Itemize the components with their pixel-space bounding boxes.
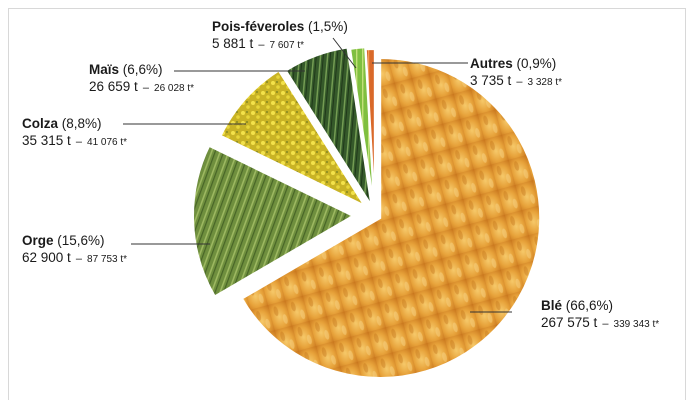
slice-name: Orge xyxy=(22,233,54,248)
separator: – xyxy=(139,82,153,94)
slice-label-peas: Pois-féveroles (1,5%) 5 881 t – 7 607 t* xyxy=(212,18,348,54)
slice-previous-tonnage: 87 753 t* xyxy=(87,254,128,265)
slice-tonnage: 5 881 t xyxy=(212,36,254,51)
separator: – xyxy=(255,39,268,51)
leader-line-peas xyxy=(332,37,357,69)
chart-frame xyxy=(8,8,686,400)
separator: – xyxy=(599,318,612,330)
pie-slice-rapeseed xyxy=(219,69,368,209)
slice-tonnage: 62 900 t xyxy=(22,250,71,265)
separator: – xyxy=(72,253,86,265)
slice-previous-tonnage: 41 076 t* xyxy=(87,137,128,148)
slice-name: Maïs xyxy=(89,62,120,77)
slice-percent: (0,9%) xyxy=(512,56,557,71)
slice-tonnage: 3 735 t xyxy=(470,73,512,88)
separator: – xyxy=(513,76,526,88)
pie-slice-peas xyxy=(348,46,376,208)
slice-previous-tonnage: 26 028 t* xyxy=(154,83,195,94)
pie-slices xyxy=(192,46,542,379)
slice-percent: (66,6%) xyxy=(562,298,614,313)
leader-lines xyxy=(123,37,512,313)
pie-slice-wheat xyxy=(240,56,542,379)
slice-percent: (8,8%) xyxy=(58,116,102,131)
pie-slice-other xyxy=(364,48,376,210)
slice-percent: (1,5%) xyxy=(304,19,348,34)
slice-name: Autres xyxy=(470,56,513,71)
pie-slice-barley xyxy=(192,144,356,298)
slice-label-wheat: Blé (66,6%) 267 575 t – 339 343 t* xyxy=(541,297,659,333)
slice-previous-tonnage: 3 328 t* xyxy=(527,77,563,88)
slice-label-other: Autres (0,9%) 3 735 t – 3 328 t* xyxy=(470,55,562,91)
slice-tonnage: 35 315 t xyxy=(22,133,71,148)
slice-name: Pois-féveroles xyxy=(212,19,305,34)
slice-tonnage: 267 575 t xyxy=(541,315,598,330)
slice-percent: (15,6%) xyxy=(53,233,105,248)
slice-name: Colza xyxy=(22,116,59,131)
slice-label-barley: Orge (15,6%) 62 900 t – 87 753 t* xyxy=(22,232,127,268)
slice-label-rapeseed: Colza (8,8%) 35 315 t – 41 076 t* xyxy=(22,115,127,151)
slice-previous-tonnage: 339 343 t* xyxy=(613,319,660,330)
slice-tonnage: 26 659 t xyxy=(89,79,138,94)
slice-percent: (6,6%) xyxy=(119,62,163,77)
slice-previous-tonnage: 7 607 t* xyxy=(269,40,305,51)
separator: – xyxy=(72,136,86,148)
slice-label-corn: Maïs (6,6%) 26 659 t – 26 028 t* xyxy=(89,61,194,97)
slice-name: Blé xyxy=(541,298,563,313)
